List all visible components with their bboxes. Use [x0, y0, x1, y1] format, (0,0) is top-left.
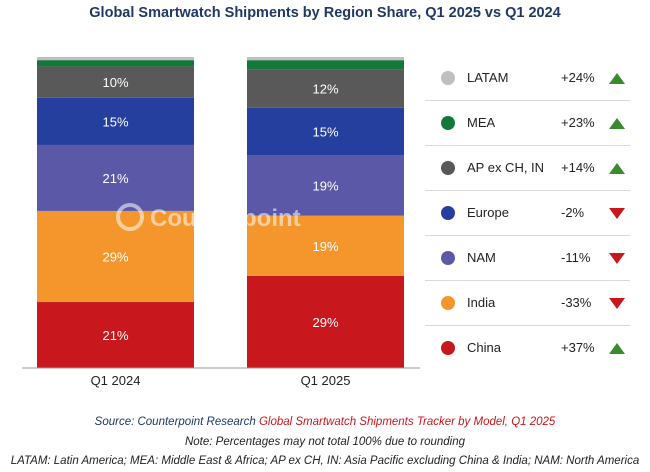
- bar-segment-ap-ex-ch-in-q1-2024: [37, 66, 194, 98]
- legend-swatch: [441, 71, 455, 85]
- bar-segment-mea-q1-2024: [37, 60, 194, 67]
- legend-change-value: -2%: [561, 205, 585, 220]
- legend-change-value: -11%: [561, 250, 591, 265]
- bar-segment-europe-q1-2025: [247, 107, 404, 156]
- watermark-logo: [116, 203, 144, 231]
- legend-item: China +37%: [425, 326, 630, 370]
- bar-segment-europe-q1-2024: [37, 97, 194, 145]
- legend-change-value: +23%: [561, 115, 595, 130]
- legend-change-value: -33%: [561, 295, 592, 310]
- legend-swatch: [441, 161, 455, 175]
- legend-swatch: [441, 206, 455, 220]
- bar-group: 21% 29% 21% 15% 10% 29% 19% 19% 15% 12%: [37, 57, 404, 368]
- triangle-up-icon: [609, 73, 625, 84]
- legend-label: Europe: [467, 205, 509, 220]
- data-label: 10%: [102, 75, 128, 90]
- chart-title: Global Smartwatch Shipments by Region Sh…: [89, 5, 561, 21]
- bar-segment-latam-q1-2024: [37, 57, 194, 61]
- legend-label: LATAM: [467, 70, 509, 85]
- legend-item: AP ex CH, IN +14%: [425, 146, 630, 191]
- x-tick-label: Q1 2025: [301, 373, 351, 388]
- bar-segment-china-q1-2025: [247, 275, 404, 368]
- legend-item: MEA +23%: [425, 101, 630, 146]
- legend-change-value: +24%: [561, 70, 595, 85]
- legend-label: AP ex CH, IN: [467, 160, 545, 175]
- legend-item: Europe -2%: [425, 191, 630, 236]
- legend-change-value: +37%: [561, 340, 595, 355]
- data-label: 21%: [102, 171, 128, 186]
- x-tick-label: Q1 2024: [91, 373, 141, 388]
- triangle-up-icon: [609, 118, 625, 129]
- legend: LATAM +24% MEA +23% AP ex CH, IN +14% Europe -2…: [425, 56, 630, 370]
- data-label: 29%: [312, 315, 338, 330]
- legend-swatch: [441, 341, 455, 355]
- legend-item: NAM -11%: [425, 236, 630, 281]
- bar-segment-china-q1-2024: [37, 302, 194, 368]
- footer-note: Note: Percentages may not total 100% due…: [184, 436, 465, 448]
- bar-segment-nam-q1-2024: [37, 144, 194, 211]
- x-tick-group: Q1 2024 Q1 2025: [91, 373, 351, 388]
- data-label: 21%: [102, 328, 128, 343]
- bar-segment-latam-q1-2025: [247, 57, 404, 61]
- bar-segment-nam-q1-2025: [247, 155, 404, 216]
- legend-label: India: [467, 295, 496, 310]
- data-label: 15%: [312, 125, 338, 140]
- watermark-text: Counterpoint: [150, 205, 301, 232]
- source-tracker: Global Smartwatch Shipments Tracker by M…: [258, 416, 556, 428]
- triangle-down-icon: [609, 208, 625, 219]
- legend-change-value: +14%: [561, 160, 595, 175]
- triangle-down-icon: [609, 253, 625, 264]
- legend-swatch: [441, 116, 455, 130]
- bar-segment-ap-ex-ch-in-q1-2025: [247, 69, 404, 108]
- footer-source: Source: Counterpoint Research Global Sma…: [0, 416, 650, 428]
- triangle-up-icon: [609, 163, 625, 174]
- legend-swatch: [441, 296, 455, 310]
- bar-segment-india-q1-2024: [37, 210, 194, 303]
- data-label: 12%: [312, 82, 338, 97]
- legend-item: India -33%: [425, 281, 630, 326]
- data-label: 15%: [102, 114, 128, 129]
- legend-label: NAM: [467, 250, 496, 265]
- legend-label: MEA: [467, 115, 496, 130]
- legend-item: LATAM +24%: [425, 56, 630, 101]
- bar-segment-india-q1-2025: [247, 215, 404, 276]
- data-label: 19%: [312, 239, 338, 254]
- legend-swatch: [441, 251, 455, 265]
- data-label: 19%: [312, 179, 338, 194]
- bar-segment-mea-q1-2025: [247, 60, 404, 70]
- data-label: 29%: [102, 249, 128, 264]
- footer-abbreviations: LATAM: Latin America; MEA: Middle East &…: [10, 455, 640, 467]
- legend-label: China: [467, 340, 501, 355]
- triangle-up-icon: [609, 343, 625, 354]
- source-prefix: Source: Counterpoint Research: [94, 416, 259, 428]
- triangle-down-icon: [609, 298, 625, 309]
